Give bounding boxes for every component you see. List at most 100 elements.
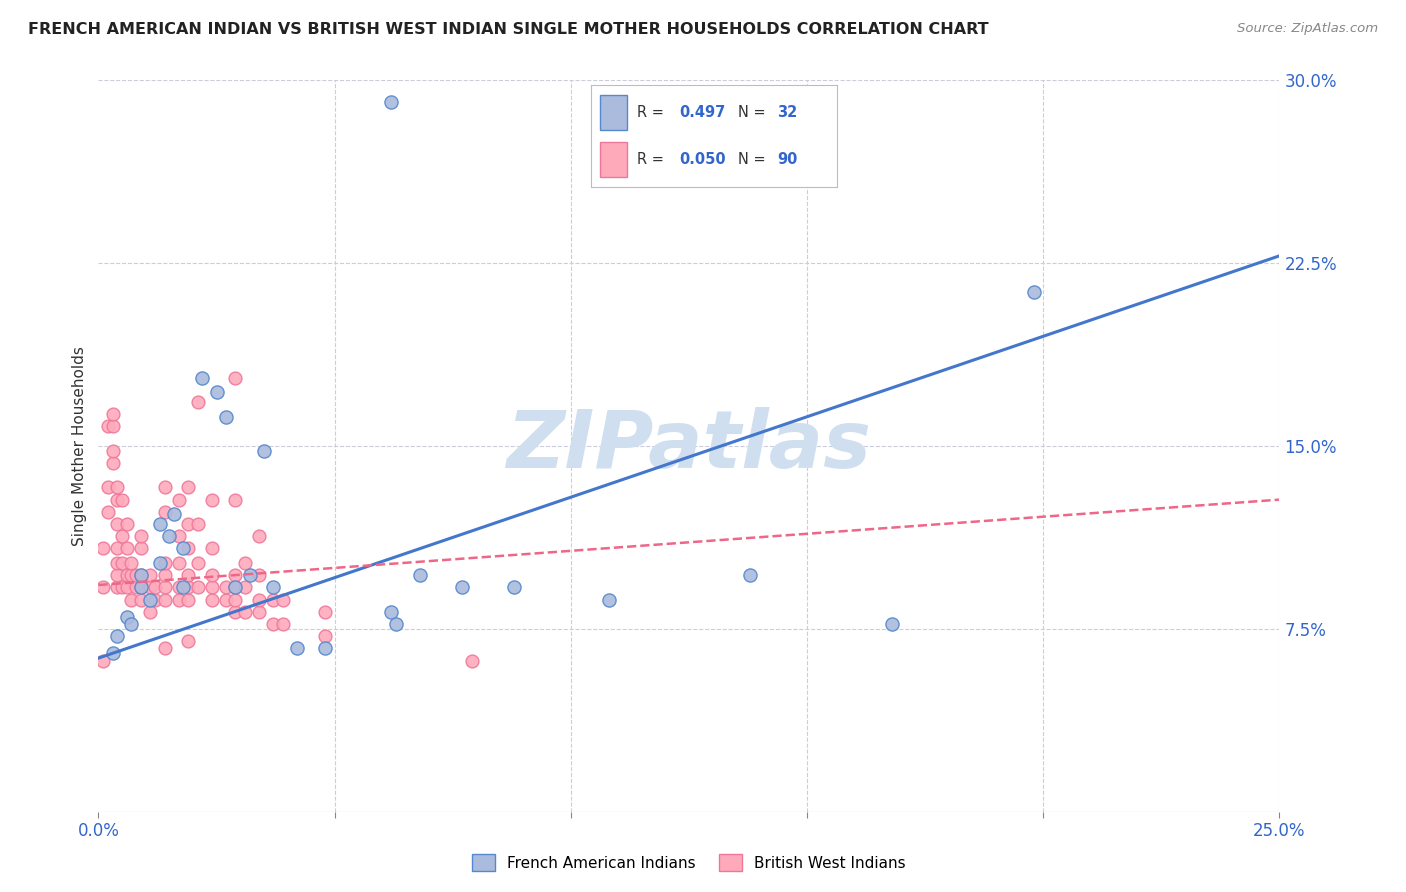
Text: ZIPatlas: ZIPatlas: [506, 407, 872, 485]
Point: [167, 581, 190, 595]
Text: 0.497: 0.497: [679, 105, 725, 120]
Point: [233, 605, 256, 619]
Point: [201, 541, 224, 556]
Point: [177, 516, 200, 531]
Point: [125, 568, 148, 582]
Point: [125, 581, 148, 595]
Point: [101, 443, 124, 458]
Point: [385, 617, 408, 632]
Point: [105, 581, 128, 595]
Text: 90: 90: [778, 153, 797, 167]
Point: [201, 592, 224, 607]
Point: [143, 592, 166, 607]
Point: [247, 592, 270, 607]
Point: [172, 541, 194, 556]
Point: [262, 581, 284, 595]
Point: [314, 605, 336, 619]
Point: [115, 581, 138, 595]
Legend: French American Indians, British West Indians: French American Indians, British West In…: [467, 848, 911, 877]
Point: [215, 592, 238, 607]
Point: [167, 529, 190, 543]
Point: [187, 516, 209, 531]
Point: [205, 385, 228, 400]
Point: [187, 556, 209, 570]
Point: [191, 370, 214, 384]
Point: [105, 568, 128, 582]
Text: FRENCH AMERICAN INDIAN VS BRITISH WEST INDIAN SINGLE MOTHER HOUSEHOLDS CORRELATI: FRENCH AMERICAN INDIAN VS BRITISH WEST I…: [28, 22, 988, 37]
Point: [247, 568, 270, 582]
Point: [111, 581, 134, 595]
Point: [105, 480, 128, 494]
Point: [129, 541, 152, 556]
Point: [224, 581, 246, 595]
Point: [129, 529, 152, 543]
Point: [224, 568, 246, 582]
Point: [314, 641, 336, 656]
Point: [1022, 285, 1045, 300]
Point: [880, 617, 903, 632]
Point: [149, 556, 172, 570]
Point: [101, 407, 124, 421]
Text: 0.050: 0.050: [679, 153, 725, 167]
Point: [105, 541, 128, 556]
Point: [167, 592, 190, 607]
Point: [177, 568, 200, 582]
Point: [224, 370, 246, 384]
Point: [271, 592, 294, 607]
Point: [598, 592, 620, 607]
Point: [153, 568, 176, 582]
Point: [224, 581, 246, 595]
Point: [157, 529, 180, 543]
Point: [233, 556, 256, 570]
Point: [408, 568, 430, 582]
Point: [153, 581, 176, 595]
Point: [91, 581, 114, 595]
Point: [271, 617, 294, 632]
Point: [91, 541, 114, 556]
Point: [115, 516, 138, 531]
Point: [97, 480, 120, 494]
Point: [177, 634, 200, 648]
Point: [121, 617, 143, 632]
Point: [129, 568, 152, 582]
Point: [172, 581, 194, 595]
Point: [97, 419, 120, 434]
Point: [153, 641, 176, 656]
Text: R =: R =: [637, 105, 669, 120]
Point: [167, 556, 190, 570]
Point: [143, 581, 166, 595]
Point: [177, 541, 200, 556]
Text: 32: 32: [778, 105, 797, 120]
Point: [139, 592, 162, 607]
Point: [215, 409, 238, 424]
Bar: [600, 142, 627, 177]
Text: N =: N =: [738, 105, 770, 120]
Point: [105, 556, 128, 570]
Point: [101, 456, 124, 470]
Point: [177, 581, 200, 595]
Point: [233, 581, 256, 595]
Point: [460, 654, 482, 668]
Point: [121, 568, 143, 582]
Point: [177, 480, 200, 494]
Bar: [600, 95, 627, 130]
Point: [139, 581, 162, 595]
Point: [380, 95, 402, 110]
Point: [153, 556, 176, 570]
Point: [115, 568, 138, 582]
Point: [451, 581, 474, 595]
Point: [121, 592, 143, 607]
Point: [224, 592, 246, 607]
Point: [163, 508, 186, 522]
Point: [262, 592, 284, 607]
Point: [201, 581, 224, 595]
Point: [262, 617, 284, 632]
Point: [247, 529, 270, 543]
Point: [314, 629, 336, 643]
Point: [153, 592, 176, 607]
Point: [153, 480, 176, 494]
Point: [503, 581, 526, 595]
Point: [139, 605, 162, 619]
Point: [253, 443, 276, 458]
Point: [167, 492, 190, 507]
